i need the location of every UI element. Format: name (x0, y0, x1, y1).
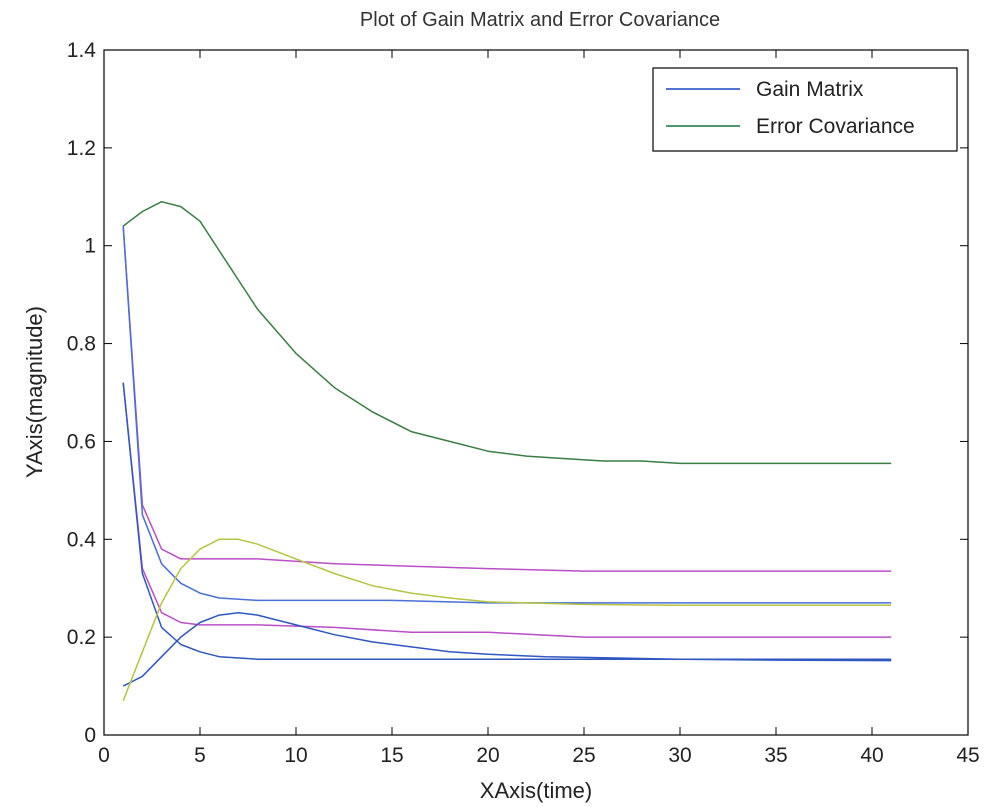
y-tick-label: 0.6 (67, 430, 96, 453)
x-tick-label: 30 (668, 744, 691, 767)
chart-title: Plot of Gain Matrix and Error Covariance (360, 9, 720, 31)
legend-box (652, 67, 958, 152)
x-tick-label: 45 (956, 744, 979, 767)
x-tick-label: 10 (284, 744, 307, 767)
series-lines (122, 200, 892, 702)
series-line-7 (122, 538, 892, 702)
y-tick-label: 0.8 (67, 333, 96, 356)
x-tick-label: 5 (194, 744, 206, 767)
x-tick-label: 25 (572, 744, 595, 767)
y-tick-label: 1.2 (67, 137, 96, 160)
legend-label-gain-matrix: Gain Matrix (756, 78, 864, 101)
y-tick-label: 1 (84, 235, 96, 258)
legend-label-error-covariance: Error Covariance (756, 115, 915, 138)
x-axis-label: XAxis(time) (480, 778, 592, 803)
y-tick-label: 0.2 (67, 626, 96, 649)
x-tick-label: 0 (98, 744, 110, 767)
x-tick-label: 20 (476, 744, 499, 767)
axis-ticks: 0 5 10 15 20 25 30 35 40 45 0 0.2 0.4 0.6 0.8 1 1.2 1.4 (67, 39, 980, 767)
x-tick-label: 40 (860, 744, 883, 767)
y-tick-label: 1.4 (67, 39, 97, 62)
series-line-3 (122, 382, 892, 638)
y-axis-label: YAxis(magnitude) (22, 306, 47, 478)
series-line-6 (122, 611, 892, 687)
x-tick-label: 35 (764, 744, 787, 767)
series-line-2 (122, 226, 892, 572)
y-tick-label: 0 (84, 724, 96, 747)
x-tick-label: 15 (380, 744, 403, 767)
series-line-4 (122, 226, 892, 604)
plot-area-frame (103, 49, 969, 736)
series-line-1 (122, 200, 892, 465)
y-tick-label: 0.4 (67, 528, 97, 551)
legend: Gain Matrix Error Covariance (652, 67, 958, 152)
